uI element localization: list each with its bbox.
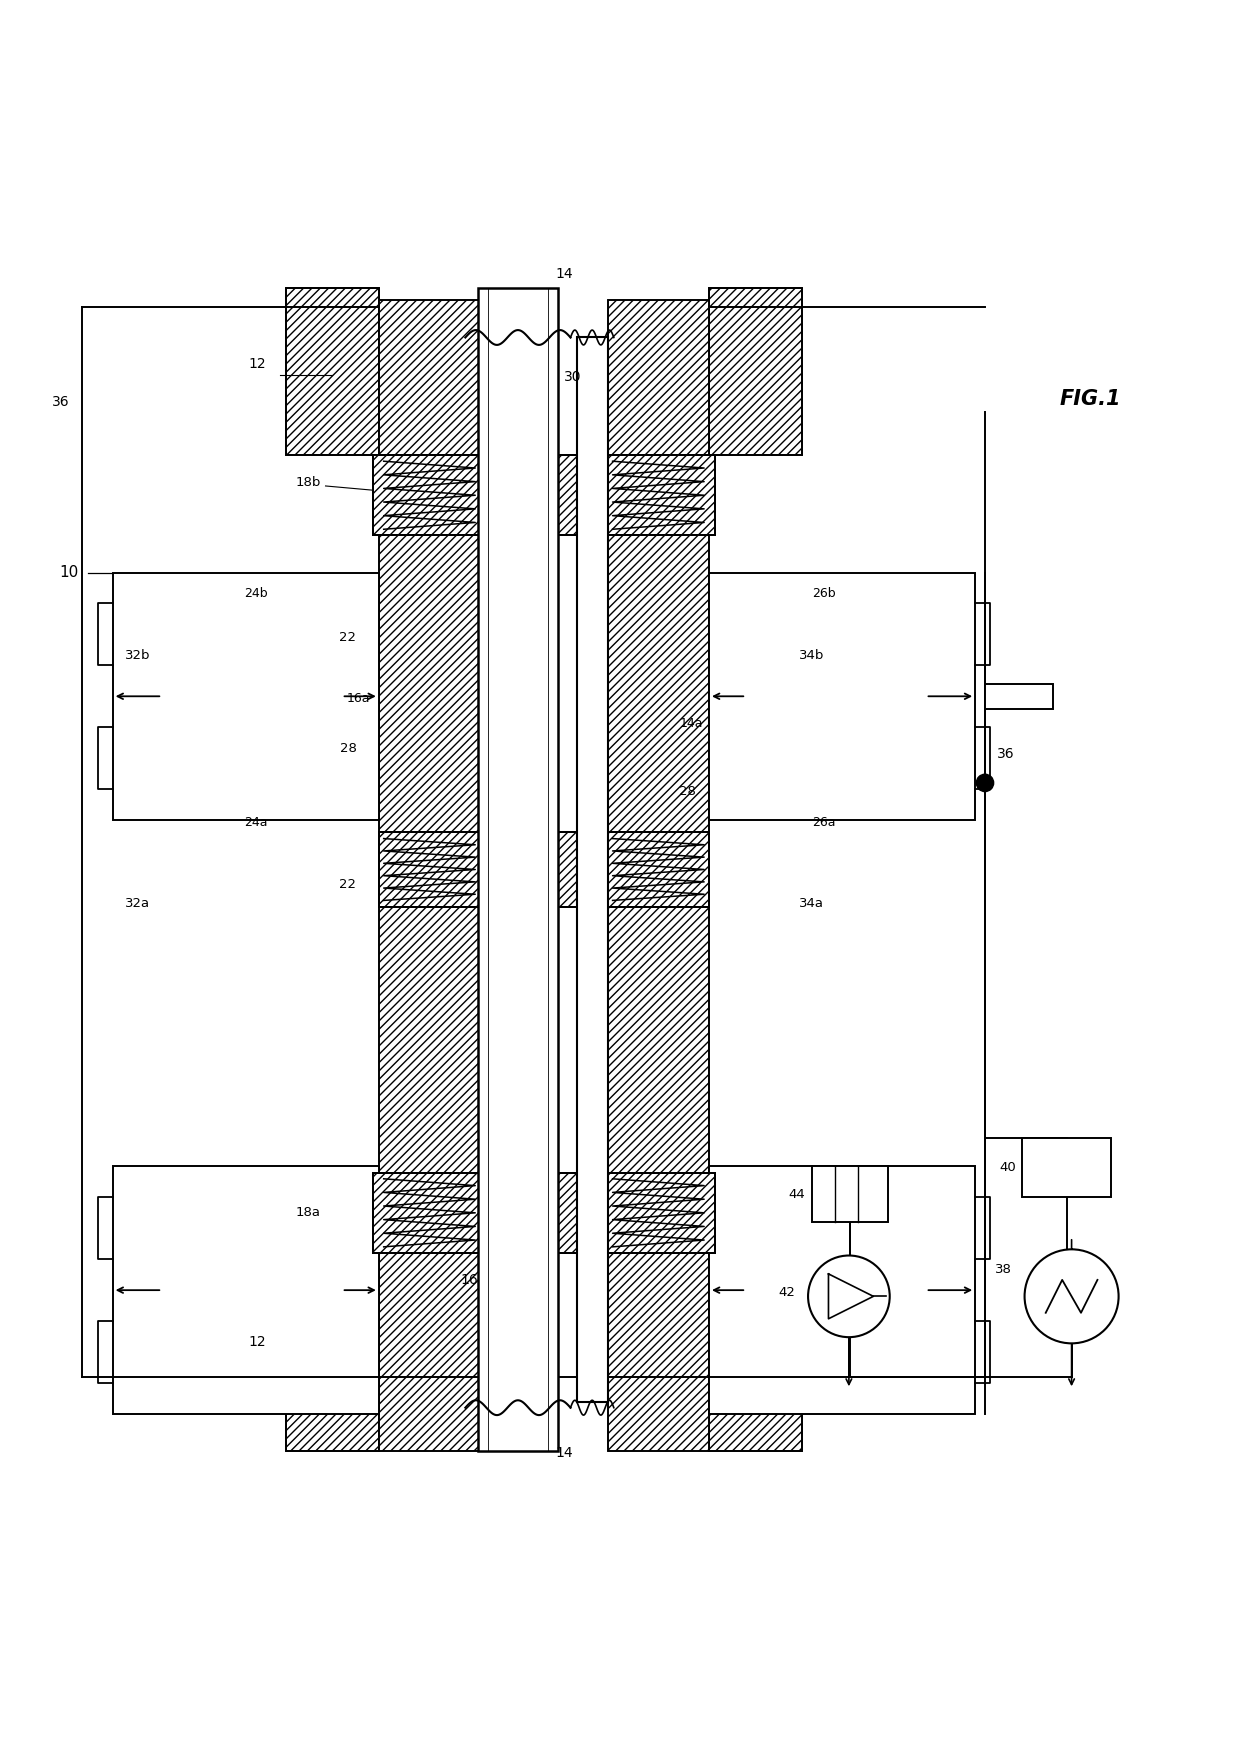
Text: 16a: 16a — [347, 692, 370, 706]
Bar — [113, 572, 378, 821]
Text: FIG.1: FIG.1 — [1059, 390, 1121, 409]
Circle shape — [1024, 1249, 1118, 1343]
Text: 16: 16 — [460, 1273, 477, 1287]
Bar — [608, 906, 709, 1172]
Bar — [812, 1167, 889, 1223]
Bar — [608, 1216, 709, 1450]
Bar — [709, 289, 802, 456]
Bar — [378, 301, 480, 456]
Text: 26a: 26a — [812, 816, 836, 830]
Bar — [709, 289, 802, 456]
Text: 18b: 18b — [295, 476, 321, 489]
Bar — [985, 683, 1053, 710]
Bar — [378, 536, 480, 833]
Bar — [709, 572, 975, 821]
Bar — [378, 536, 480, 833]
Circle shape — [976, 774, 993, 791]
Bar — [378, 833, 709, 906]
Bar — [477, 289, 558, 1450]
Bar — [286, 1216, 378, 1450]
Text: 14: 14 — [556, 1447, 573, 1461]
Bar — [709, 1216, 802, 1450]
Bar — [608, 301, 709, 456]
Bar — [286, 1216, 378, 1450]
Bar — [709, 1167, 975, 1414]
Bar — [378, 1216, 480, 1450]
Text: 34a: 34a — [800, 897, 825, 909]
Text: 36: 36 — [997, 748, 1016, 762]
Bar — [709, 1216, 802, 1450]
Text: 34b: 34b — [800, 649, 825, 663]
Bar — [608, 1216, 709, 1450]
Text: 14: 14 — [556, 268, 573, 282]
Text: 18a: 18a — [295, 1205, 321, 1219]
Bar — [608, 301, 709, 456]
Text: 26b: 26b — [812, 588, 836, 600]
Bar — [372, 456, 715, 536]
Text: 14a: 14a — [680, 716, 703, 730]
Bar — [608, 536, 709, 833]
Text: 24b: 24b — [244, 588, 268, 600]
Bar — [286, 289, 378, 456]
Text: 22: 22 — [340, 631, 356, 643]
Text: 40: 40 — [999, 1162, 1016, 1174]
Text: 44: 44 — [789, 1188, 806, 1200]
Bar — [372, 1172, 715, 1254]
Text: 12: 12 — [249, 358, 267, 372]
Bar — [378, 906, 480, 1172]
Text: 36: 36 — [52, 395, 69, 409]
Circle shape — [808, 1256, 890, 1337]
Bar — [1022, 1137, 1111, 1198]
Text: 10: 10 — [60, 565, 79, 581]
Bar — [577, 337, 608, 1402]
Bar — [378, 906, 480, 1172]
Text: 28: 28 — [340, 743, 356, 755]
Text: 22: 22 — [340, 878, 356, 890]
Bar — [372, 1172, 715, 1254]
Bar — [608, 906, 709, 1172]
Text: 24a: 24a — [244, 816, 268, 830]
Text: 38: 38 — [996, 1263, 1012, 1276]
Bar — [113, 1167, 378, 1414]
Bar — [372, 456, 715, 536]
Text: 32b: 32b — [125, 649, 150, 663]
Bar — [286, 289, 378, 456]
Text: 42: 42 — [779, 1287, 796, 1299]
Text: 32a: 32a — [125, 897, 150, 909]
Text: 28: 28 — [680, 786, 697, 798]
Bar — [378, 301, 480, 456]
Text: 12: 12 — [249, 1336, 267, 1349]
Text: 30: 30 — [564, 370, 582, 384]
Bar — [608, 536, 709, 833]
Bar — [378, 1216, 480, 1450]
Bar — [378, 833, 709, 906]
